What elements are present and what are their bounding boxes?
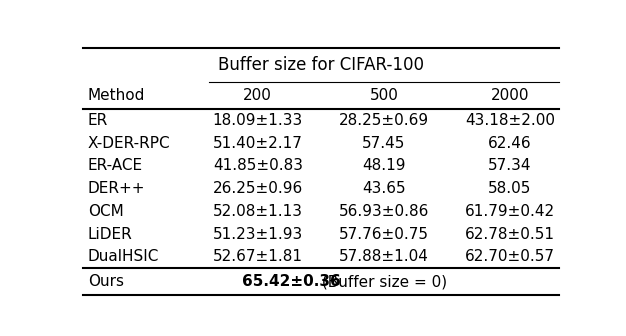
Text: ER: ER [88, 113, 108, 128]
Text: 48.19: 48.19 [362, 158, 406, 173]
Text: LiDER: LiDER [88, 226, 133, 242]
Text: 52.67±1.81: 52.67±1.81 [213, 249, 303, 264]
Text: 18.09±1.33: 18.09±1.33 [213, 113, 303, 128]
Text: 43.65: 43.65 [362, 181, 406, 196]
Text: DualHSIC: DualHSIC [88, 249, 160, 264]
Text: 57.45: 57.45 [362, 135, 406, 151]
Text: 62.46: 62.46 [488, 135, 532, 151]
Text: 26.25±0.96: 26.25±0.96 [213, 181, 303, 196]
Text: 57.34: 57.34 [488, 158, 531, 173]
Text: 43.18±2.00: 43.18±2.00 [465, 113, 555, 128]
Text: X-DER-RPC: X-DER-RPC [88, 135, 170, 151]
Text: ER-ACE: ER-ACE [88, 158, 143, 173]
Text: Method: Method [88, 88, 145, 103]
Text: Buffer size for CIFAR-100: Buffer size for CIFAR-100 [218, 56, 424, 74]
Text: (Buffer size = 0): (Buffer size = 0) [317, 274, 448, 289]
Text: 62.70±0.57: 62.70±0.57 [465, 249, 555, 264]
Text: OCM: OCM [88, 204, 124, 219]
Text: 51.40±2.17: 51.40±2.17 [213, 135, 303, 151]
Text: 65.42±0.36: 65.42±0.36 [242, 274, 341, 289]
Text: 57.88±1.04: 57.88±1.04 [339, 249, 429, 264]
Text: 41.85±0.83: 41.85±0.83 [213, 158, 303, 173]
Text: 500: 500 [369, 88, 398, 103]
Text: 56.93±0.86: 56.93±0.86 [339, 204, 429, 219]
Text: 61.79±0.42: 61.79±0.42 [465, 204, 555, 219]
Text: Ours: Ours [88, 274, 124, 289]
Text: 51.23±1.93: 51.23±1.93 [213, 226, 303, 242]
Text: 28.25±0.69: 28.25±0.69 [339, 113, 429, 128]
Text: 62.78±0.51: 62.78±0.51 [465, 226, 555, 242]
Text: 58.05: 58.05 [488, 181, 531, 196]
Text: 52.08±1.13: 52.08±1.13 [213, 204, 303, 219]
Text: 2000: 2000 [491, 88, 530, 103]
Text: 57.76±0.75: 57.76±0.75 [339, 226, 429, 242]
Text: 200: 200 [244, 88, 272, 103]
Text: DER++: DER++ [88, 181, 145, 196]
